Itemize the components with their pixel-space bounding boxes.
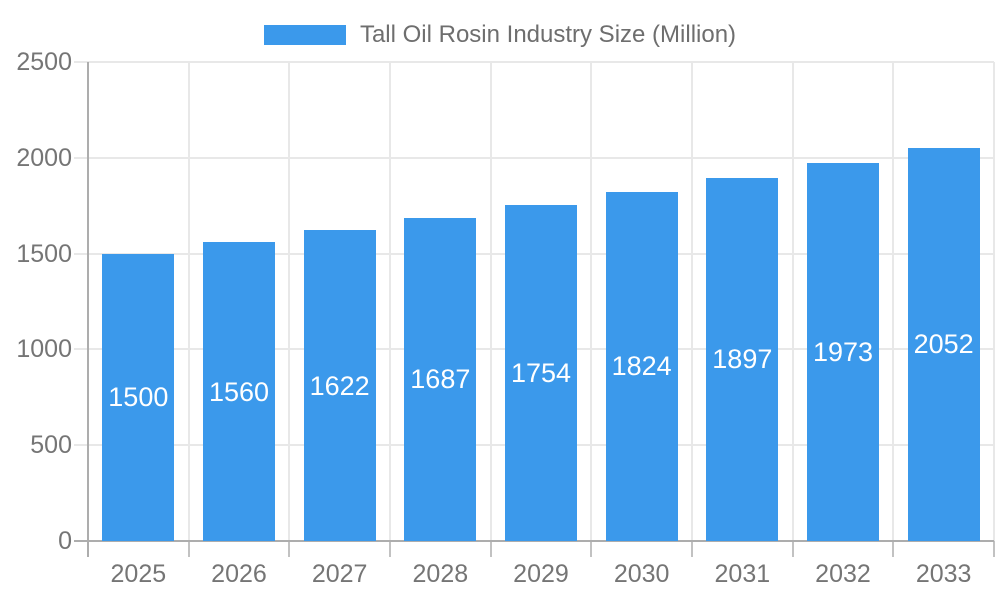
bar-value-label: 1622 xyxy=(309,370,370,401)
bar-value-label: 1560 xyxy=(208,376,270,407)
h-gridline xyxy=(88,61,994,63)
x-tick xyxy=(691,541,693,557)
x-tick xyxy=(187,541,190,557)
bar-value-label: 1824 xyxy=(611,351,672,382)
legend: Tall Oil Rosin Industry Size (Million) xyxy=(0,21,1000,49)
x-tick xyxy=(288,541,291,557)
x-axis-label: 2025 xyxy=(110,560,167,588)
bar-value-label: 1754 xyxy=(510,357,572,388)
v-gridline xyxy=(993,62,995,541)
v-gridline xyxy=(288,62,291,541)
bar-value-label: 1973 xyxy=(812,336,874,367)
bar-value-label: 2052 xyxy=(913,329,974,360)
y-tick xyxy=(74,61,88,63)
x-tick xyxy=(791,541,794,557)
bar-2026[interactable] xyxy=(203,242,275,541)
bar-2027[interactable] xyxy=(303,230,376,541)
x-axis-label: 2031 xyxy=(714,560,771,588)
y-tick xyxy=(74,348,88,351)
h-gridline xyxy=(88,156,994,159)
x-axis-label: 2026 xyxy=(211,560,267,588)
y-tick xyxy=(74,156,88,159)
v-gridline xyxy=(389,62,391,541)
y-tick xyxy=(74,444,88,447)
bar-value-label: 1687 xyxy=(410,364,471,395)
legend-swatch-icon xyxy=(263,25,346,45)
y-axis-label: 2500 xyxy=(16,48,72,76)
bar-2032[interactable] xyxy=(807,162,879,541)
y-axis-line xyxy=(87,62,89,557)
x-axis-label: 2027 xyxy=(311,560,368,588)
x-tick xyxy=(590,541,593,557)
v-gridline xyxy=(187,62,190,541)
y-axis-label: 1000 xyxy=(16,335,72,364)
x-tick xyxy=(993,541,995,557)
bar-2031[interactable] xyxy=(706,177,779,541)
x-tick xyxy=(389,541,391,557)
v-gridline xyxy=(590,62,593,541)
y-axis-label: 0 xyxy=(58,527,72,555)
v-gridline xyxy=(791,62,794,541)
bar-2033[interactable] xyxy=(907,147,980,541)
v-gridline xyxy=(892,62,895,541)
x-axis-label: 2030 xyxy=(613,560,670,588)
x-axis-label: 2032 xyxy=(815,560,871,588)
v-gridline xyxy=(489,62,492,541)
y-tick xyxy=(74,252,88,255)
x-axis-label: 2033 xyxy=(915,560,972,588)
x-tick xyxy=(892,541,895,557)
v-gridline xyxy=(691,62,693,541)
x-axis-line xyxy=(74,540,994,542)
bar-2029[interactable] xyxy=(505,204,577,541)
y-axis-label: 1500 xyxy=(16,239,72,268)
x-axis-label: 2028 xyxy=(412,560,469,588)
bar-2028[interactable] xyxy=(404,217,477,541)
legend-item[interactable]: Tall Oil Rosin Industry Size (Million) xyxy=(263,21,737,49)
x-tick xyxy=(489,541,492,557)
x-axis-label: 2029 xyxy=(513,560,569,588)
legend-label: Tall Oil Rosin Industry Size (Million) xyxy=(359,21,737,48)
y-axis-label: 2000 xyxy=(16,143,72,172)
bar-2030[interactable] xyxy=(605,191,678,541)
bar-2025[interactable] xyxy=(102,253,175,541)
bar-value-label: 1500 xyxy=(108,382,169,413)
bar-value-label: 1897 xyxy=(712,344,773,375)
y-axis-label: 500 xyxy=(30,431,72,460)
